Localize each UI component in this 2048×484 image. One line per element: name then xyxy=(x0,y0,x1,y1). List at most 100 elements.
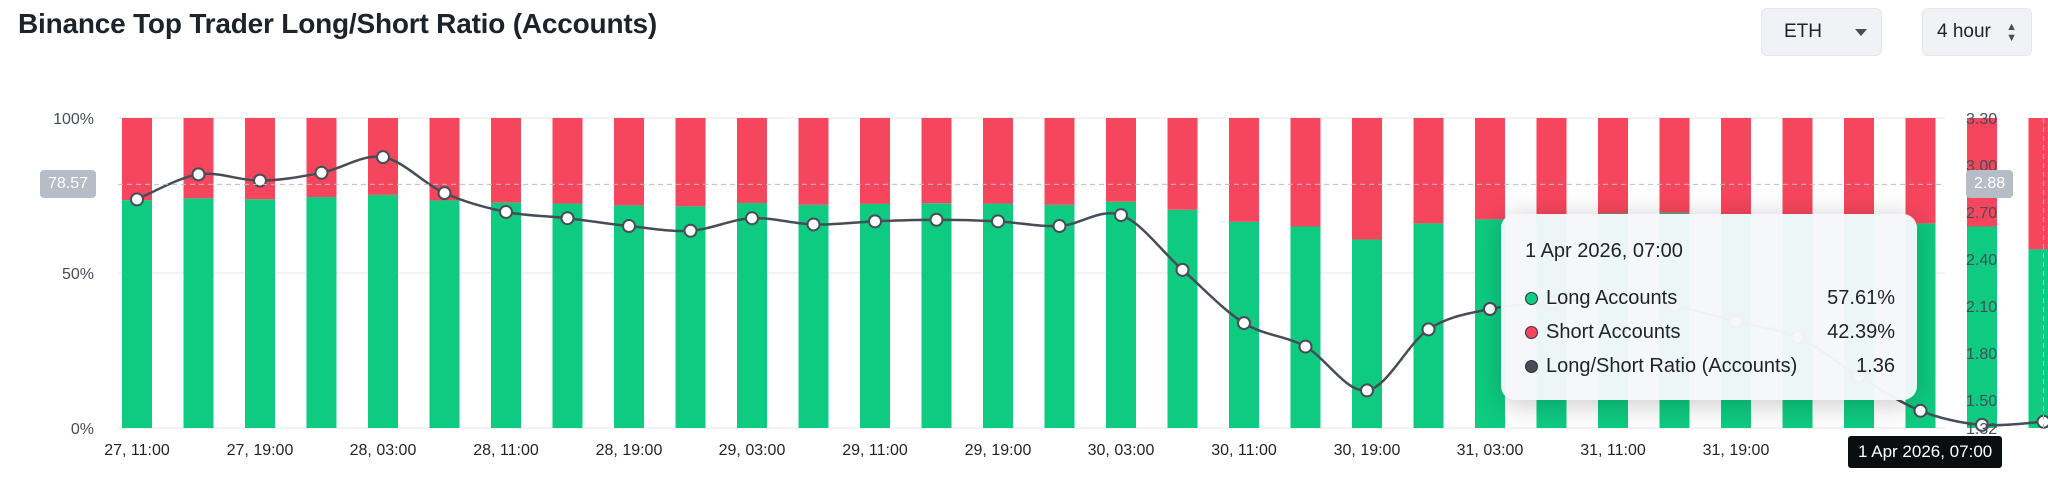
short-bar xyxy=(614,118,644,206)
interval-select[interactable]: 4 hour ▲ ▼ xyxy=(1922,8,2032,56)
tooltip-value: 57.61% xyxy=(1827,286,1895,309)
ratio-point xyxy=(376,150,390,165)
ratio-point xyxy=(1975,417,1989,432)
short-bar xyxy=(737,118,767,203)
ratio-legend-dot-icon xyxy=(1525,359,1538,373)
ratio-point xyxy=(2036,414,2048,429)
long-bar xyxy=(1475,219,1505,428)
ratio-point xyxy=(991,214,1005,229)
ratio-point xyxy=(1175,262,1190,277)
crosshair-x-label: 1 Apr 2026, 07:00 xyxy=(1848,436,2003,468)
ratio-point xyxy=(1298,339,1313,354)
short-bar xyxy=(860,118,890,204)
short-bar xyxy=(983,118,1013,204)
long-bar xyxy=(1967,226,1997,428)
long-bar xyxy=(1106,201,1136,428)
x-tick-label: 27, 11:00 xyxy=(104,442,170,459)
chart-axes: 100%50%0%3.303.002.702.402.101.801.501.3… xyxy=(53,111,1997,459)
ratio-point xyxy=(745,211,759,226)
tooltip-title: 1 Apr 2026, 07:00 xyxy=(1525,240,1683,262)
short-bar xyxy=(1352,118,1382,240)
long-bar xyxy=(122,200,152,428)
ratio-point xyxy=(314,165,329,180)
ratio-point xyxy=(253,173,267,188)
ratio-point xyxy=(622,219,636,234)
y-right-tick-label: 3.30 xyxy=(1966,111,1997,128)
tooltip-value: 42.39% xyxy=(1827,320,1895,343)
y-left-tick-label: 50% xyxy=(62,266,94,283)
short-bar xyxy=(921,118,952,204)
ratio-point xyxy=(929,212,944,227)
short-bar xyxy=(122,118,152,201)
x-tick-label: 28, 19:00 xyxy=(596,442,663,459)
long-bar xyxy=(798,204,829,428)
ratio-point xyxy=(437,186,452,201)
short-bar xyxy=(1782,118,1813,215)
short-bar xyxy=(491,118,521,203)
short-bar xyxy=(1044,118,1075,205)
ratio-point xyxy=(191,167,206,182)
y-right-tick-label: 1.32 xyxy=(1966,421,1997,438)
chevron-down-icon xyxy=(1855,28,1867,36)
short-bar xyxy=(1413,118,1444,224)
long-bar xyxy=(614,205,644,428)
x-tick-label: 31, 11:00 xyxy=(1580,442,1646,459)
y-right-tick-label: 2.10 xyxy=(1966,299,1997,316)
ratio-point xyxy=(1237,316,1251,331)
short-bar xyxy=(1659,118,1690,213)
long-bar xyxy=(2028,249,2048,428)
ratio-point xyxy=(1052,219,1067,234)
ratio-point xyxy=(683,223,698,238)
long-bar xyxy=(983,203,1013,428)
y-right-tick-label: 2.40 xyxy=(1966,252,1997,269)
long-bar xyxy=(552,203,583,428)
y-right-tick-label: 1.50 xyxy=(1966,393,1997,410)
long-bar xyxy=(675,206,706,428)
long-bar xyxy=(368,194,398,428)
y-right-tick-label: 2.70 xyxy=(1966,205,1997,222)
ratio-point xyxy=(1913,403,1928,418)
x-tick-label: 31, 03:00 xyxy=(1457,442,1524,459)
long-legend-dot-icon xyxy=(1525,291,1538,305)
y-left-tick-label: 100% xyxy=(53,111,94,128)
short-bar xyxy=(1721,118,1751,215)
short-bar xyxy=(1844,118,1874,216)
x-tick-label: 30, 11:00 xyxy=(1211,442,1277,459)
long-bar xyxy=(737,202,767,428)
tooltip-row-ratio: Long/Short Ratio (Accounts) 1.36 xyxy=(1525,349,1895,383)
ratio-point xyxy=(130,192,144,207)
short-bar xyxy=(1290,118,1321,227)
short-bar xyxy=(552,118,583,204)
chart-title: Binance Top Trader Long/Short Ratio (Acc… xyxy=(18,8,657,39)
x-tick-label: 29, 19:00 xyxy=(965,442,1032,459)
short-bar xyxy=(798,118,829,205)
tooltip-row-long: Long Accounts 57.61% xyxy=(1525,281,1895,315)
x-tick-label: 27, 19:00 xyxy=(227,442,294,459)
x-tick-label: 30, 19:00 xyxy=(1334,442,1401,459)
long-bar xyxy=(306,197,337,428)
interval-select-value: 4 hour xyxy=(1937,21,1991,42)
short-bar xyxy=(1536,118,1567,218)
short-bar xyxy=(306,118,337,198)
crosshair xyxy=(118,118,2044,428)
y-left-tick-label: 0% xyxy=(71,421,94,438)
short-bar xyxy=(183,118,214,199)
long-bar xyxy=(245,199,275,428)
short-legend-dot-icon xyxy=(1525,325,1538,339)
x-tick-label: 28, 03:00 xyxy=(350,442,417,459)
long-bar xyxy=(1290,226,1321,428)
long-bar xyxy=(860,203,890,428)
long-bar xyxy=(921,203,952,428)
long-bar xyxy=(183,198,214,428)
sort-updown-icon: ▲ ▼ xyxy=(2006,20,2017,44)
x-tick-label: 29, 11:00 xyxy=(842,442,908,459)
asset-select[interactable]: ETH xyxy=(1761,8,1882,56)
x-tick-label: 31, 19:00 xyxy=(1703,442,1770,459)
ratio-point xyxy=(806,217,821,232)
short-bar xyxy=(1167,118,1198,210)
chart-tooltip: 1 Apr 2026, 07:00 Long Accounts 57.61% S… xyxy=(1501,214,1917,400)
y-right-tick-label: 1.80 xyxy=(1966,346,1997,363)
long-bar xyxy=(429,200,460,428)
long-bar xyxy=(491,202,521,428)
short-bar xyxy=(1106,118,1136,202)
